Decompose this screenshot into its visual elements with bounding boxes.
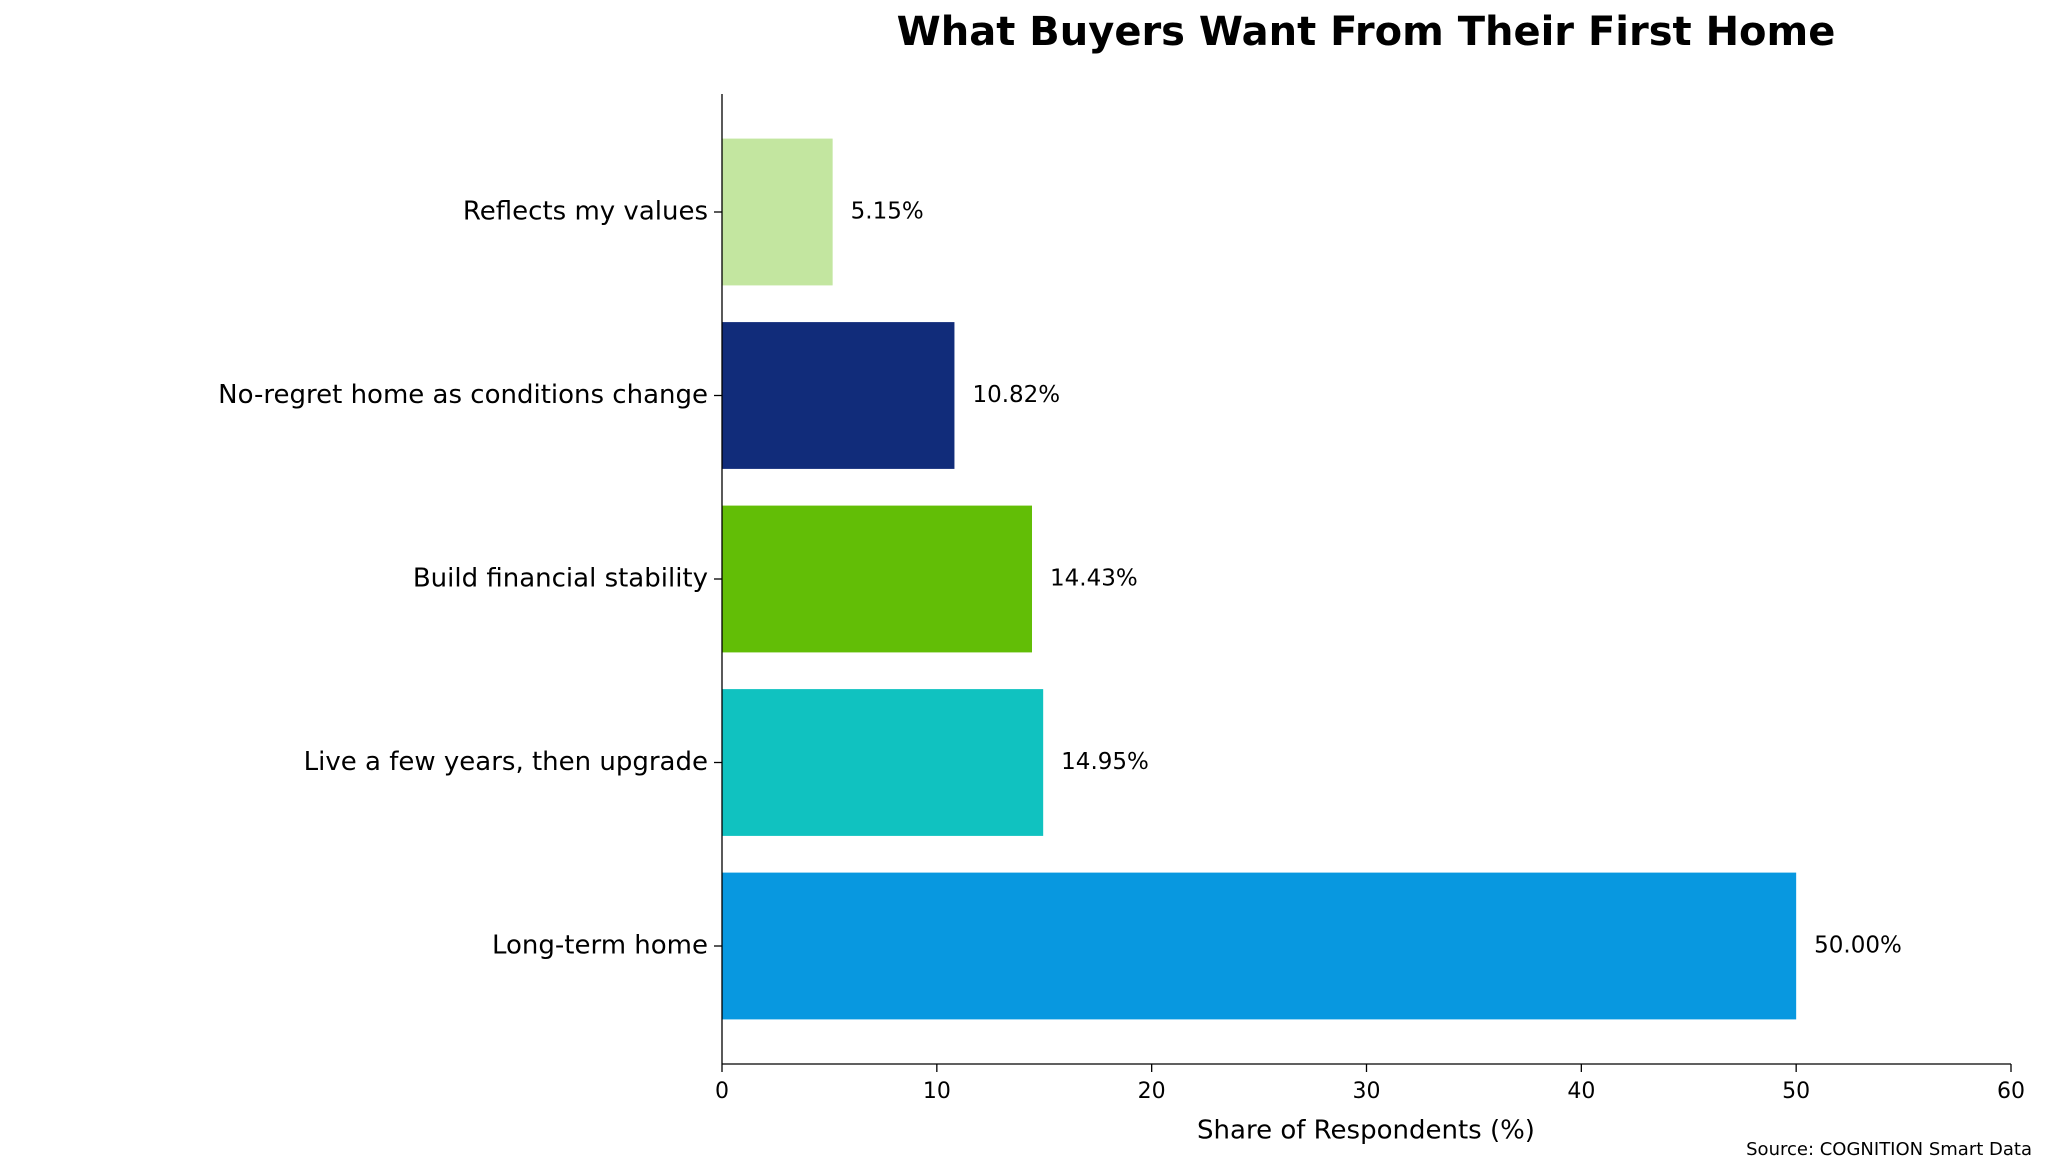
value-label: 14.95% xyxy=(1061,749,1149,775)
bar xyxy=(722,505,1033,653)
x-tick-label: 40 xyxy=(1567,1079,1595,1104)
x-tick-label: 20 xyxy=(1138,1079,1166,1104)
value-label: 50.00% xyxy=(1814,933,1902,959)
y-tick-label: Long-term home xyxy=(492,931,708,961)
bar xyxy=(722,138,833,286)
x-axis-label: Share of Respondents (%) xyxy=(1197,1116,1535,1146)
chart-title: What Buyers Want From Their First Home xyxy=(897,9,1836,55)
bar xyxy=(722,322,955,469)
bar xyxy=(722,689,1044,836)
y-tick-label: No-regret home as conditions change xyxy=(218,380,708,410)
x-tick-label: 0 xyxy=(715,1079,729,1104)
x-tick-label: 30 xyxy=(1353,1079,1381,1104)
y-tick-label: Reflects my values xyxy=(463,197,708,227)
y-tick-label: Build financial stability xyxy=(413,564,708,594)
source-note: Source: COGNITION Smart Data xyxy=(1746,1139,2032,1160)
y-tick-label: Live a few years, then upgrade xyxy=(304,747,708,777)
bar xyxy=(722,872,1797,1020)
value-label: 10.82% xyxy=(972,382,1060,408)
value-label: 14.43% xyxy=(1050,566,1138,592)
x-tick-label: 50 xyxy=(1782,1079,1810,1104)
x-tick-label: 60 xyxy=(1997,1079,2025,1104)
value-label: 5.15% xyxy=(851,199,924,225)
x-tick-label: 10 xyxy=(923,1079,951,1104)
